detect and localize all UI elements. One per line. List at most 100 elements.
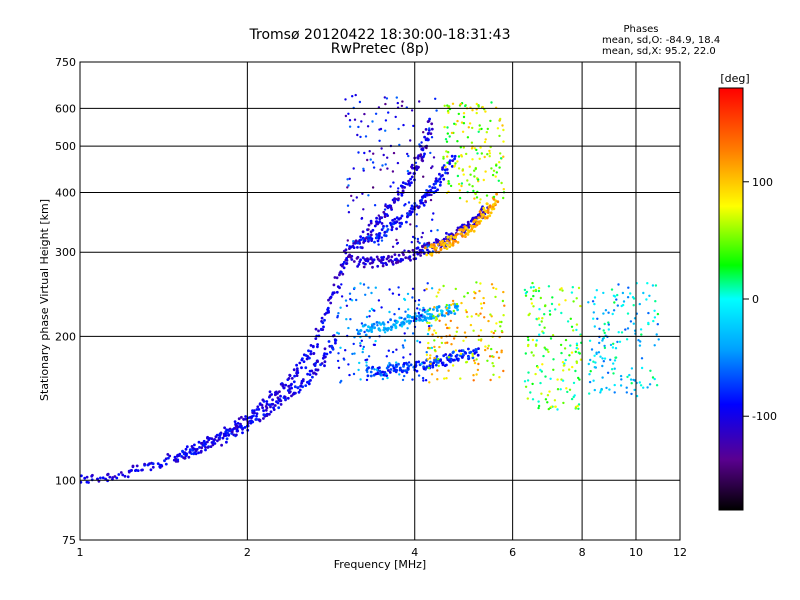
region-5-point [638,302,641,306]
region-5-point [616,293,619,297]
trace-6-point [398,368,402,372]
region-1-point [403,249,406,252]
region-2-point [428,347,431,350]
region-4-point [572,329,575,332]
region-2-point [486,347,489,350]
region-1-point [421,231,424,235]
region-5-point [605,386,608,390]
region-3-point [483,155,486,159]
region-2-point [437,364,440,368]
region-1-point [406,169,410,173]
trace-5-point [443,241,447,245]
trace-7-point [359,329,362,332]
region-5-point [611,346,615,349]
region-1-point [360,120,363,123]
region-5-point [657,338,660,341]
region-2-point [477,362,480,366]
trace-0-point [338,286,341,290]
trace-0-point [190,445,194,448]
region-4-point [532,354,535,357]
region-1-point [428,127,431,130]
trace-5-point [482,213,485,217]
region-4-point [550,405,553,408]
region-4-point [547,350,550,354]
region-5-point [606,371,610,374]
region-3-point [462,122,466,125]
region-5-point [639,340,642,343]
region-3-point [502,128,505,132]
region-4-point [534,372,537,376]
region-5-point [649,369,652,372]
trace-4-point [397,217,401,221]
region-0-point [374,339,377,343]
region-4-point [575,346,578,350]
trace-7-point [378,329,382,332]
region-0-point [380,373,383,376]
trace-5-point [448,245,452,249]
region-4-point [541,317,544,320]
trace-1-point [206,446,210,449]
trace-6-point [409,363,413,367]
trace-6-point [407,364,411,368]
region-0-point [417,299,421,302]
region-0-point [411,296,414,299]
region-1-point [406,183,409,186]
region-5-point [613,391,616,394]
trace-6-point [467,347,470,351]
region-1-point [351,95,354,98]
region-5-point [620,378,623,381]
trace-3-point [423,152,426,156]
region-1-point [384,203,387,206]
region-5-point [626,312,630,315]
region-2-point [455,330,458,333]
region-4-point [534,343,538,346]
region-1-point [400,104,404,108]
trace-1-point [224,433,228,437]
trace-6-point [422,367,426,371]
region-1-point [346,186,349,189]
trace-4-point [453,157,456,161]
trace-1-point [243,426,247,429]
region-4-point [539,381,542,385]
trace-4-point [410,204,414,208]
trace-0-point [180,455,184,458]
region-5-point [598,327,601,330]
region-3-point [473,175,476,178]
region-1-point [386,167,389,170]
trace-2-point [366,259,370,263]
trace-3-point [410,181,413,185]
region-1-point [420,201,423,204]
region-5-point [639,328,643,331]
region-2-point [489,313,492,316]
region-0-point [423,289,426,292]
region-4-point [575,323,579,326]
region-3-point [451,102,455,106]
region-4-point [525,290,529,294]
region-2-point [503,304,506,307]
region-4-point [574,350,577,353]
region-1-point [363,112,366,116]
region-3-point [453,122,456,126]
region-5-point [646,386,649,389]
region-5-point [588,339,592,342]
trace-6-point [402,365,405,368]
trace-6-point [374,372,378,376]
trace-7-point [375,321,379,324]
trace-0-point [257,408,261,411]
trace-1-point [301,378,305,381]
region-0-point [424,379,428,382]
region-5-point [589,370,592,373]
region-3-point [447,182,451,185]
trace-5-point [477,216,481,220]
region-3-point [449,184,453,188]
region-0-point [365,361,368,364]
region-3-point [460,121,464,124]
trace-2-point [370,261,374,265]
region-3-point [492,169,496,172]
region-0-point [350,299,354,302]
region-2-point [476,368,480,372]
region-2-point [487,344,490,347]
trace-1-point [206,440,209,444]
trace-6-point [434,363,438,367]
trace-7-point [405,320,409,323]
